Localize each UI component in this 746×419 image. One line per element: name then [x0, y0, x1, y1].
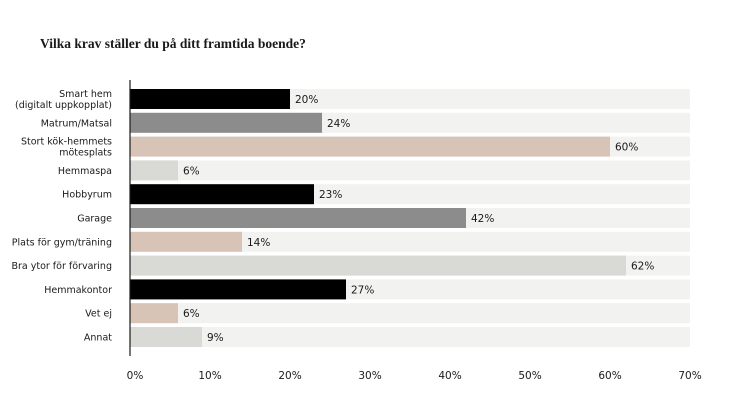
bar-value-label: 6% [183, 308, 200, 320]
x-tick-label: 70% [678, 370, 701, 382]
bar-value-label: 23% [319, 189, 342, 201]
category-label: Vet ej [85, 309, 112, 320]
bar-value-label: 24% [327, 118, 350, 130]
bar [130, 255, 626, 276]
bar-value-label: 9% [207, 332, 224, 344]
bar-value-label: 62% [631, 261, 654, 273]
bar-track [130, 231, 690, 252]
bar [130, 112, 322, 133]
bar-value-label: 60% [615, 142, 638, 154]
bars [130, 89, 626, 347]
bar [130, 303, 178, 324]
bar [130, 184, 314, 205]
bar-value-label: 27% [351, 284, 374, 296]
x-tick-label: 10% [198, 370, 221, 382]
bar [130, 208, 466, 228]
category-label: Stort kök-hemmets mötesplats [21, 137, 112, 159]
bar-track [130, 303, 690, 324]
category-label: Matrum/Matsal [41, 118, 112, 129]
category-label: Hemmaspa [58, 166, 112, 177]
bar [130, 89, 290, 109]
bar-value-label: 42% [471, 213, 494, 225]
bar [130, 279, 346, 300]
category-label: Garage [77, 214, 112, 225]
category-label: Hemmakontor [44, 285, 112, 296]
category-label: Bra ytor för förvaring [11, 261, 112, 272]
bar-track [130, 327, 690, 347]
bar-value-label: 14% [247, 237, 270, 249]
x-tick-label: 60% [598, 370, 621, 382]
bar-value-label: 6% [183, 165, 200, 177]
category-label: Hobbyrum [62, 190, 112, 201]
value-labels: 20% 24% 60% 6% 23% 42% 14% 62% 27% 6% 9% [183, 94, 654, 344]
category-label: Plats för gym/träning [12, 237, 112, 248]
chart-title: Vilka krav ställer du på ditt framtida b… [40, 36, 306, 51]
x-tick-label: 20% [278, 370, 301, 382]
x-tick-label: 50% [518, 370, 541, 382]
x-tick-label: 40% [438, 370, 461, 382]
category-labels: Smart hem (digitalt uppkopplat) Matrum/Mat… [11, 89, 112, 344]
bar [130, 231, 242, 252]
bar-value-label: 20% [295, 94, 318, 106]
bar [130, 327, 202, 347]
x-tick-label: 30% [358, 370, 381, 382]
x-tick-label: 0% [127, 370, 144, 382]
x-axis-ticks: 0% 10% 20% 30% 40% 50% 60% 70% [127, 370, 702, 382]
bar [130, 160, 178, 181]
category-label: Smart hem (digitalt uppkopplat) [15, 89, 112, 111]
bar [130, 136, 610, 157]
category-label: Annat [84, 333, 112, 344]
bar-track [130, 160, 690, 181]
